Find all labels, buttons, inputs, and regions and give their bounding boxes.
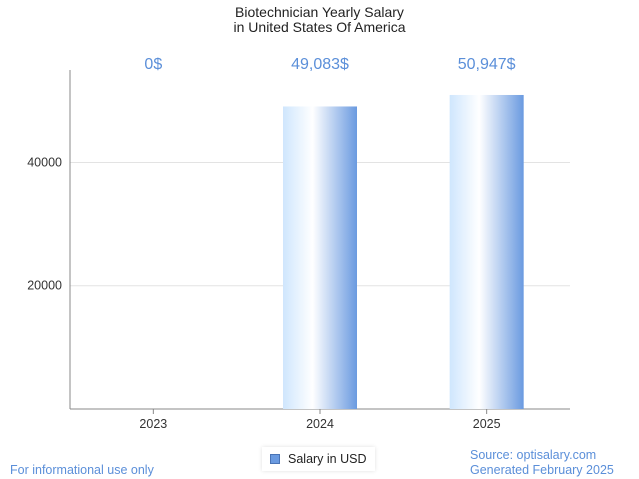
chart-title-line-1: Biotechnician Yearly Salary: [235, 4, 404, 20]
data-label: 49,083$: [291, 56, 349, 73]
legend-label: Salary in USD: [288, 452, 367, 466]
x-tick-label: 2024: [306, 417, 334, 431]
legend-swatch: [270, 454, 280, 464]
generated-date-text: Generated February 2025: [470, 463, 614, 477]
bar-2024: [283, 106, 357, 409]
chart-title-line-2: in United States Of America: [233, 19, 406, 35]
x-tick-label: 2025: [473, 417, 501, 431]
x-tick-label: 2023: [139, 417, 167, 431]
legend[interactable]: Salary in USD: [262, 447, 375, 471]
data-label: 50,947$: [458, 56, 516, 73]
y-tick-label: 40000: [27, 155, 62, 169]
disclaimer-text: For informational use only: [10, 463, 154, 477]
data-label: 0$: [144, 56, 162, 73]
y-tick-label: 20000: [27, 279, 62, 293]
bar-2025: [449, 94, 524, 410]
source-text: Source: optisalary.com: [470, 448, 597, 462]
